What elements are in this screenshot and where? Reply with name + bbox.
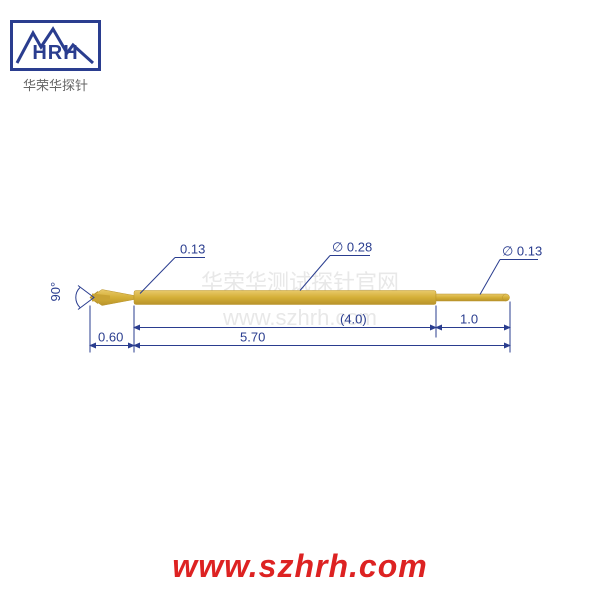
plunger-dia-label: 0.13 (180, 242, 205, 257)
logo-text: HRH (32, 42, 78, 65)
barrel-dia-label: ∅ 0.28 (332, 240, 372, 255)
probe-diagram: 90° 0.13 ∅ 0.28 ∅ 0.13 0.60 (4.0) 5.70 (40, 188, 560, 413)
probe-shape (90, 290, 510, 306)
logo-chinese: 华荣华探针 (10, 75, 101, 94)
logo-box: HRH (10, 20, 101, 71)
dia-callouts: 0.13 ∅ 0.28 ∅ 0.13 (140, 240, 542, 295)
tail-len-label: 1.0 (460, 312, 478, 327)
total-len-label: 5.70 (240, 330, 265, 345)
footer-url: www.szhrh.com (0, 548, 600, 585)
plunger-len-label: 0.60 (98, 330, 123, 345)
tail-dia-label: ∅ 0.13 (502, 244, 542, 259)
barrel-inner-label: (4.0) (340, 312, 367, 327)
length-dims: 0.60 (4.0) 5.70 1.0 (90, 302, 510, 353)
angle-label: 90° (48, 282, 63, 302)
logo-block: HRH 华荣华探针 (10, 20, 101, 94)
angle-callout: 90° (48, 282, 94, 310)
